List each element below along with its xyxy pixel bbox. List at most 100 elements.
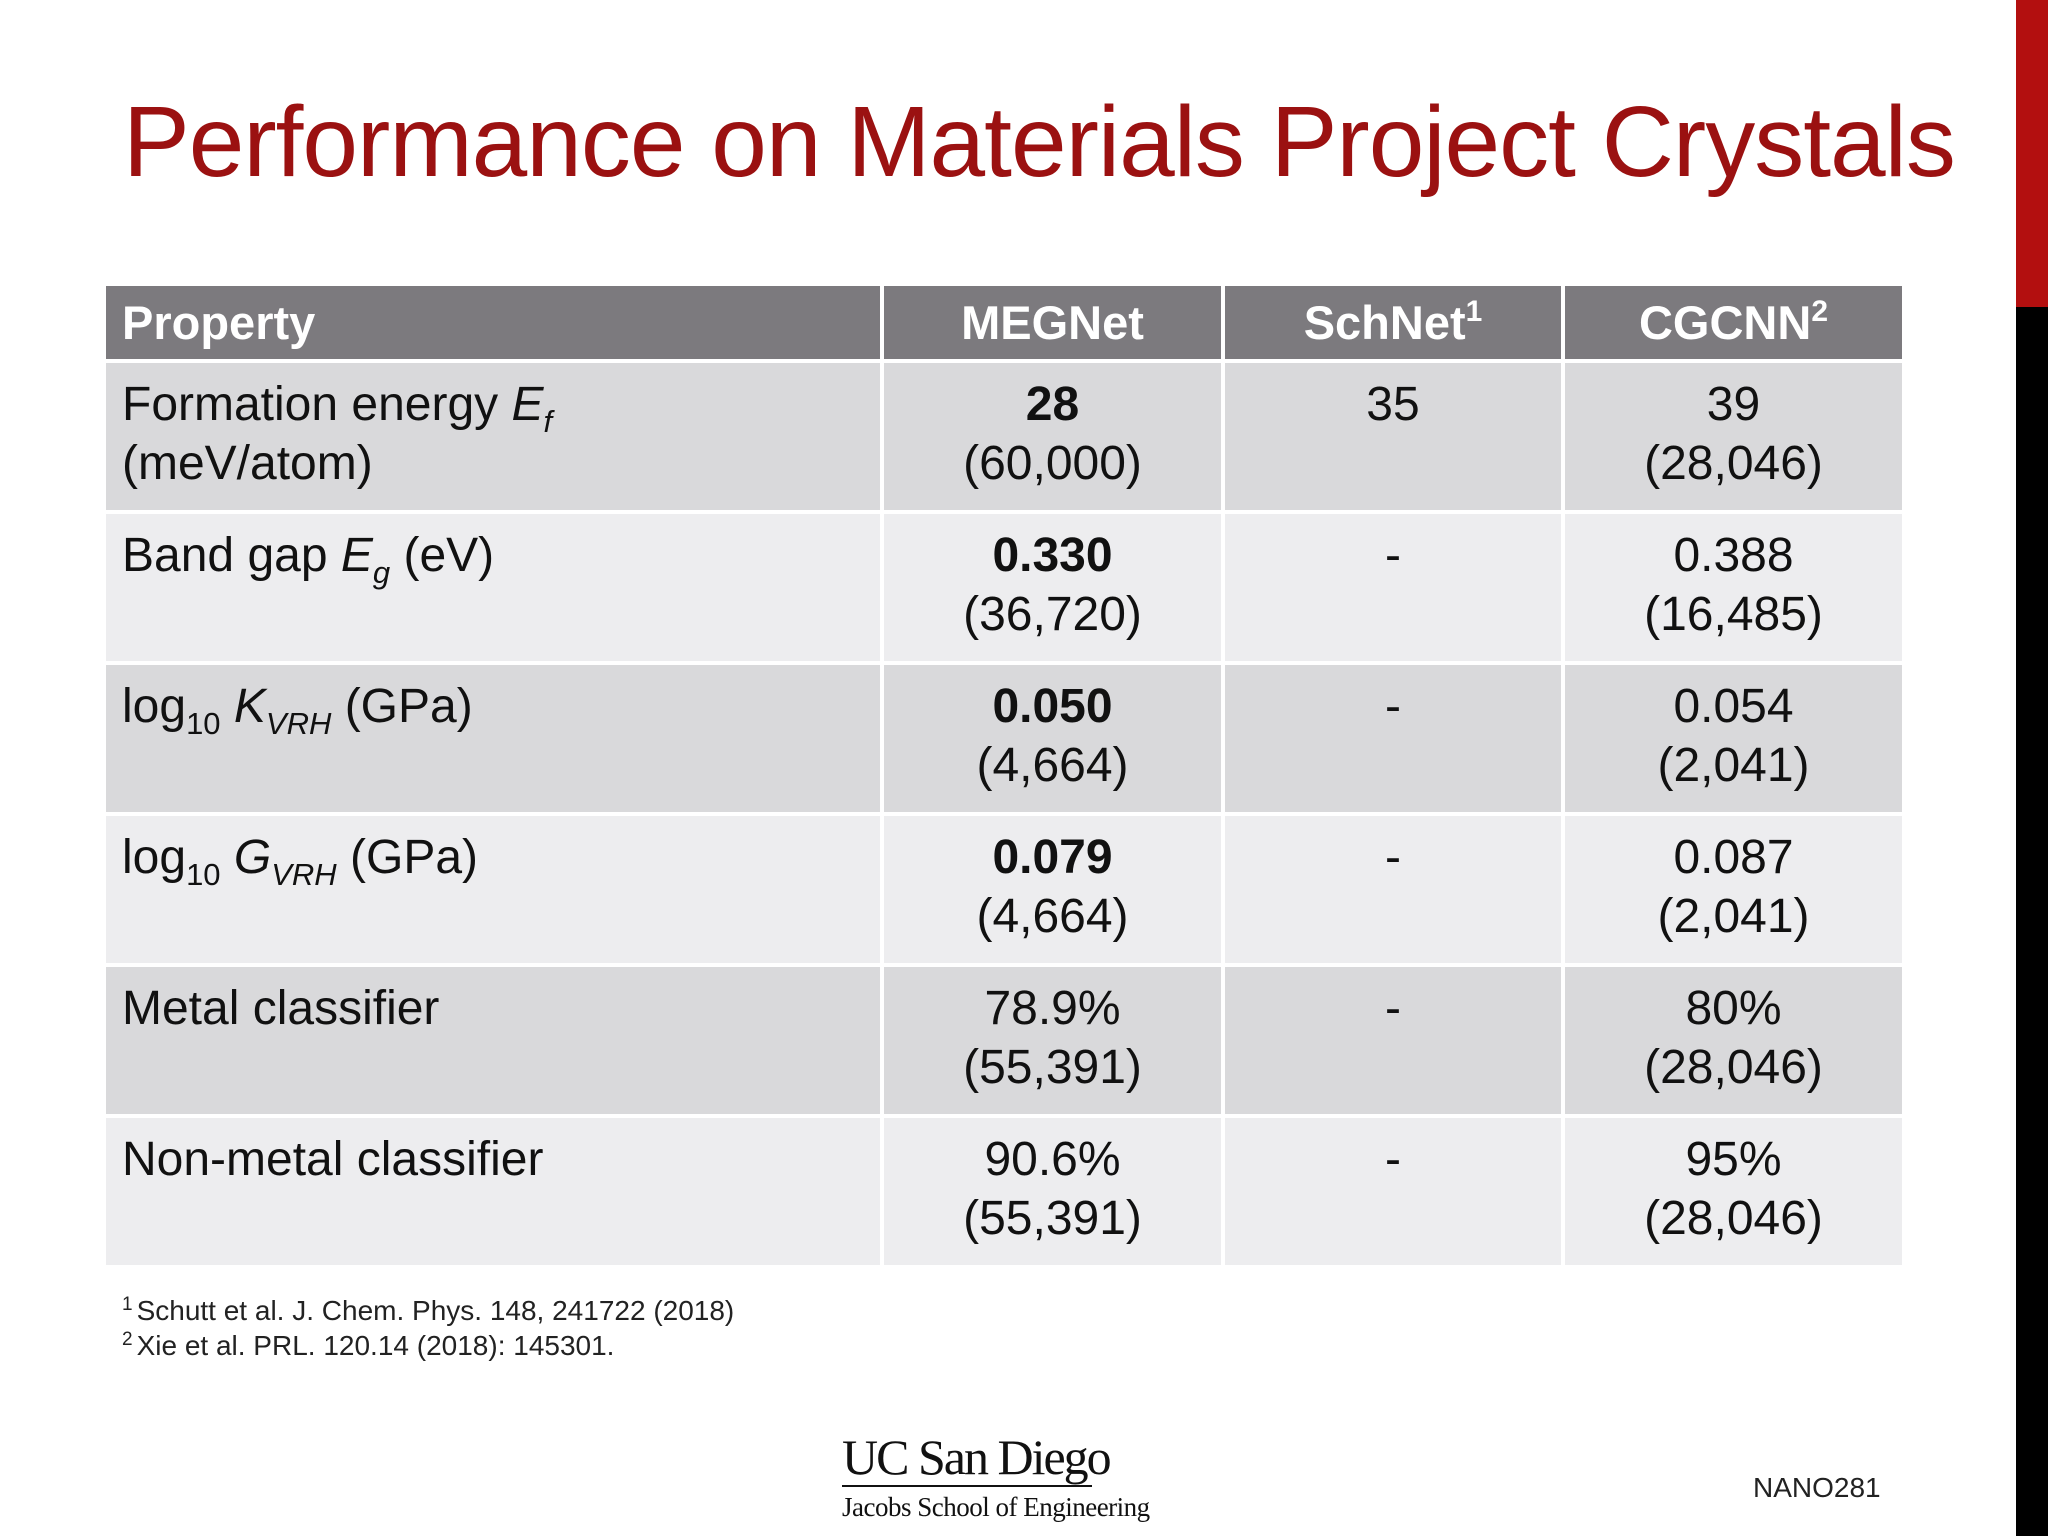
slide-title: Performance on Materials Project Crystal… — [123, 86, 1956, 198]
row-symbol: E — [511, 378, 544, 431]
footnote-number: 1 — [122, 1294, 133, 1315]
header-cgcnn-label: CGCNN — [1638, 296, 1812, 349]
megnet-count: (4,664) — [976, 739, 1129, 792]
header-cgcnn: CGCNN2 — [1561, 282, 1906, 363]
table-row-bulk-modulus: log10 KVRH (GPa) 0.050 (4,664) - 0.054 (2,… — [102, 661, 1906, 816]
cgcnn-value: 0.087 — [1673, 831, 1794, 884]
cgcnn-count: (2,041) — [1657, 739, 1810, 792]
row-symbol-sub: VRH — [265, 706, 332, 741]
row-symbol-sub: VRH — [271, 857, 337, 892]
footnote: 1 Schutt et al. J. Chem. Phys. 148, 24172… — [122, 1293, 734, 1328]
cgcnn-value: 80% — [1685, 982, 1782, 1035]
megnet-value: 0.079 — [992, 831, 1113, 884]
course-code: NANO281 — [1753, 1472, 1881, 1503]
cgcnn-count: (28,046) — [1644, 437, 1823, 490]
row-label: Metal classifier — [122, 982, 440, 1035]
table-row-non-metal-classifier: Non-metal classifier 90.6% (55,391) - 95%… — [102, 1114, 1906, 1269]
row-symbol-sub: f — [543, 404, 553, 439]
row-symbol: E — [340, 529, 373, 582]
row-label-sub: 10 — [186, 706, 221, 741]
table-header-row: Property MEGNet SchNet1 CGCNN2 — [102, 282, 1906, 363]
schnet-cell: - — [1221, 510, 1565, 665]
footnote-text: Schutt et al. J. Chem. Phys. 148, 241722… — [136, 1295, 735, 1326]
row-label-sub: 10 — [186, 857, 221, 892]
header-cgcnn-ref: 2 — [1811, 295, 1828, 328]
row-label: Band gap — [122, 529, 341, 582]
row-property: log10 GVRH (GPa) — [102, 812, 884, 967]
schnet-cell: - — [1221, 1114, 1565, 1269]
megnet-count: (4,664) — [976, 890, 1129, 943]
table-row-metal-classifier: Metal classifier 78.9% (55,391) - 80% (28,… — [102, 963, 1906, 1118]
row-property: Non-metal classifier — [102, 1114, 884, 1269]
header-schnet: SchNet1 — [1221, 282, 1565, 363]
cgcnn-count: (2,041) — [1657, 890, 1810, 943]
schnet-value: - — [1385, 680, 1401, 733]
schnet-value: 35 — [1366, 378, 1420, 431]
row-label: Formation energy — [122, 378, 512, 431]
megnet-value: 0.330 — [992, 529, 1113, 582]
row-unit: (meV/atom) — [122, 437, 373, 490]
schnet-cell: - — [1221, 963, 1565, 1118]
megnet-value: 90.6% — [984, 1133, 1121, 1186]
header-megnet: MEGNet — [880, 282, 1225, 363]
row-property: Metal classifier — [102, 963, 884, 1118]
header-schnet-label: SchNet — [1303, 296, 1466, 349]
cgcnn-cell: 0.054 (2,041) — [1561, 661, 1906, 816]
cgcnn-cell: 0.388 (16,485) — [1561, 510, 1906, 665]
schnet-cell: - — [1221, 812, 1565, 967]
row-symbol-sub: g — [372, 555, 391, 590]
accent-bar — [2016, 0, 2048, 1536]
row-property: log10 KVRH (GPa) — [102, 661, 884, 816]
megnet-cell: 28 (60,000) — [880, 359, 1225, 514]
logo-subline: Jacobs School of Engineering — [842, 1492, 1150, 1522]
schnet-value: - — [1385, 529, 1401, 582]
megnet-value: 78.9% — [984, 982, 1121, 1035]
megnet-value: 0.050 — [992, 680, 1113, 733]
cgcnn-cell: 39 (28,046) — [1561, 359, 1906, 514]
cgcnn-count: (28,046) — [1644, 1192, 1823, 1245]
schnet-value: - — [1385, 982, 1401, 1035]
ucsd-logo: UC San Diego Jacobs School of Engineerin… — [842, 1432, 1172, 1522]
row-symbol: G — [233, 831, 272, 884]
megnet-cell: 0.330 (36,720) — [880, 510, 1225, 665]
row-symbol: K — [233, 680, 266, 733]
cgcnn-cell: 95% (28,046) — [1561, 1114, 1906, 1269]
footnote-number: 2 — [122, 1329, 133, 1350]
cgcnn-count: (28,046) — [1644, 1041, 1823, 1094]
megnet-value: 28 — [1025, 378, 1080, 431]
megnet-count: (60,000) — [963, 437, 1142, 490]
accent-bar-black — [2016, 307, 2048, 1536]
header-property: Property — [102, 282, 884, 363]
footnote: 2 Xie et al. PRL. 120.14 (2018): 145301. — [122, 1328, 734, 1363]
row-property: Band gap Eg (eV) — [102, 510, 884, 665]
row-unit: (eV) — [390, 529, 495, 582]
cgcnn-value: 39 — [1706, 378, 1761, 431]
cgcnn-value: 95% — [1685, 1133, 1782, 1186]
cgcnn-value: 0.388 — [1673, 529, 1794, 582]
performance-table: Property MEGNet SchNet1 CGCNN2 Formation… — [102, 282, 1906, 1269]
megnet-cell: 78.9% (55,391) — [880, 963, 1225, 1118]
cgcnn-value: 0.054 — [1673, 680, 1794, 733]
footnotes: 1 Schutt et al. J. Chem. Phys. 148, 24172… — [122, 1293, 734, 1363]
header-schnet-ref: 1 — [1465, 295, 1483, 328]
megnet-cell: 90.6% (55,391) — [880, 1114, 1225, 1269]
megnet-count: (55,391) — [963, 1041, 1142, 1094]
schnet-value: - — [1385, 831, 1401, 884]
megnet-count: (36,720) — [963, 588, 1142, 641]
row-unit: (GPa) — [331, 680, 473, 733]
logo-wordmark: UC San Diego — [842, 1429, 1112, 1485]
row-property: Formation energy Ef (meV/atom) — [102, 359, 884, 514]
accent-bar-red — [2016, 0, 2048, 307]
megnet-cell: 0.050 (4,664) — [880, 661, 1225, 816]
schnet-cell: 35 — [1221, 359, 1565, 514]
cgcnn-cell: 0.087 (2,041) — [1561, 812, 1906, 967]
megnet-count: (55,391) — [963, 1192, 1142, 1245]
schnet-cell: - — [1221, 661, 1565, 816]
cgcnn-cell: 80% (28,046) — [1561, 963, 1906, 1118]
logo-rule — [842, 1485, 1092, 1487]
megnet-cell: 0.079 (4,664) — [880, 812, 1225, 967]
cgcnn-count: (16,485) — [1644, 588, 1823, 641]
table-row-shear-modulus: log10 GVRH (GPa) 0.079 (4,664) - 0.087 (2,… — [102, 812, 1906, 967]
schnet-value: - — [1385, 1133, 1401, 1186]
footnote-text: Xie et al. PRL. 120.14 (2018): 145301. — [136, 1330, 615, 1361]
